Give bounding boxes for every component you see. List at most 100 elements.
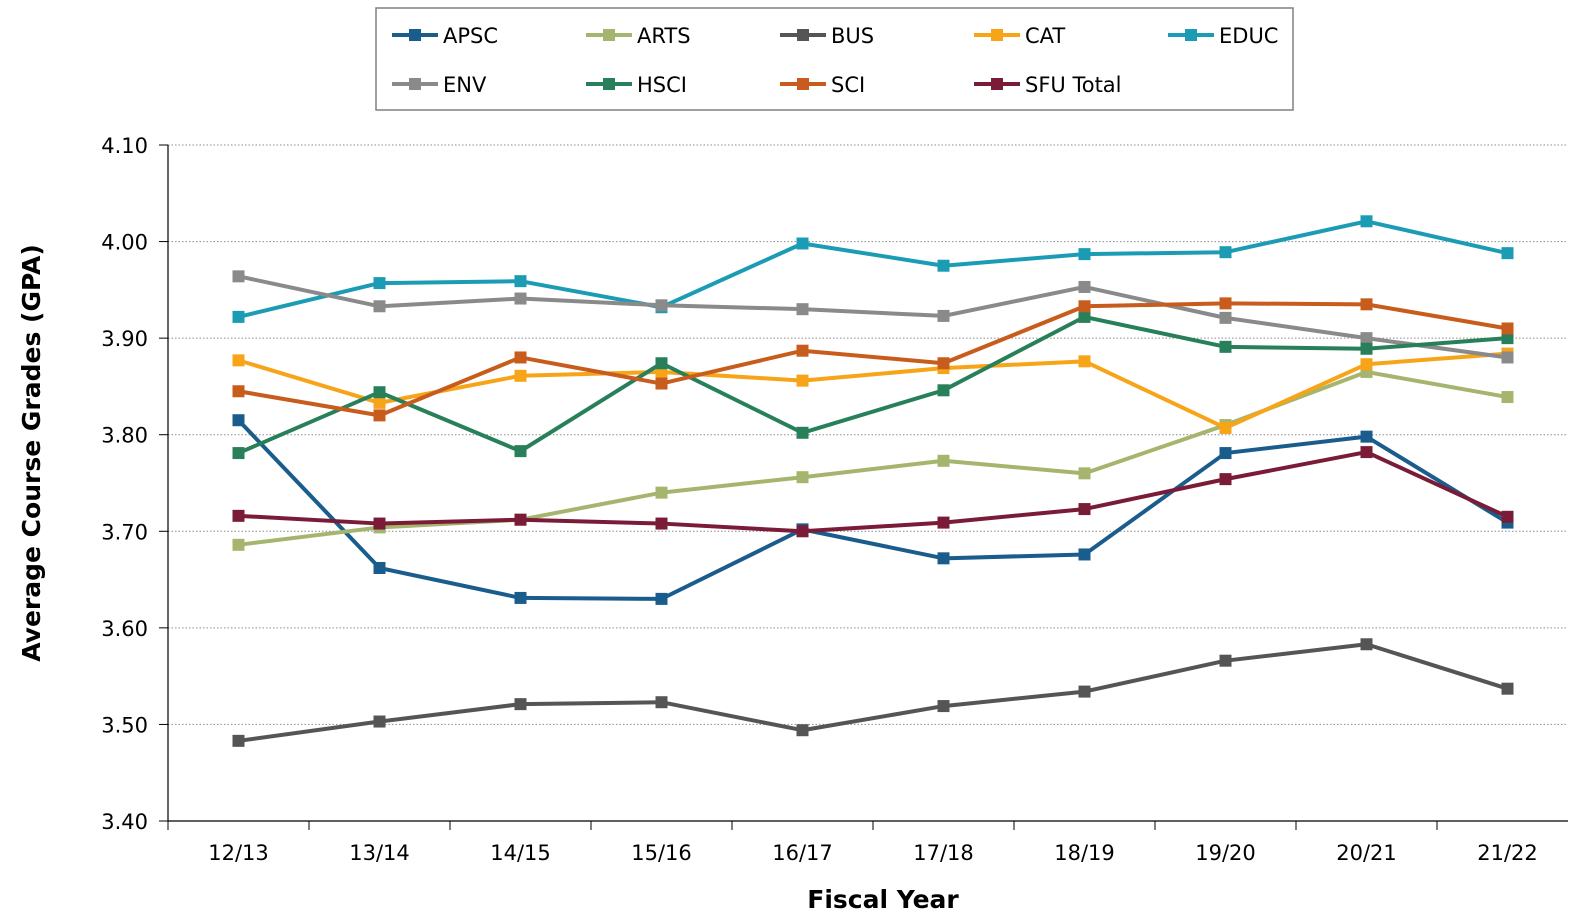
series-line bbox=[238, 219, 1508, 319]
data-point bbox=[514, 698, 527, 711]
data-point bbox=[1360, 446, 1373, 459]
y-tick-label: 4.00 bbox=[101, 231, 148, 255]
data-point bbox=[937, 259, 950, 272]
data-point bbox=[655, 357, 668, 370]
data-point bbox=[796, 344, 809, 357]
legend-item-bus: BUS bbox=[780, 24, 874, 48]
legend-label: SFU Total bbox=[1025, 73, 1122, 97]
legend-swatch-marker bbox=[603, 29, 615, 41]
legend-item-sfu-total: SFU Total bbox=[974, 73, 1122, 97]
legend-label: EDUC bbox=[1219, 24, 1278, 48]
data-point bbox=[655, 696, 668, 709]
legend-label: BUS bbox=[831, 24, 874, 48]
legend-label: ENV bbox=[443, 73, 487, 97]
data-point bbox=[514, 351, 527, 364]
legend-item-cat: CAT bbox=[974, 24, 1065, 48]
legend-item-arts: ARTS bbox=[586, 24, 691, 48]
series-educ bbox=[232, 215, 1514, 323]
x-tick-label: 20/21 bbox=[1336, 841, 1397, 865]
data-point bbox=[1501, 332, 1514, 345]
data-point bbox=[373, 300, 386, 313]
data-point bbox=[1078, 685, 1091, 698]
data-point bbox=[373, 277, 386, 290]
legend-swatch-marker bbox=[409, 78, 421, 90]
data-point bbox=[655, 377, 668, 390]
data-point bbox=[937, 700, 950, 713]
legend-label: APSC bbox=[443, 24, 498, 48]
data-point bbox=[373, 561, 386, 574]
legend-swatch-marker bbox=[797, 78, 809, 90]
data-point bbox=[1078, 310, 1091, 323]
data-point bbox=[1501, 682, 1514, 695]
legend-label: ARTS bbox=[637, 24, 691, 48]
y-tick-label: 3.70 bbox=[101, 520, 148, 544]
y-tick-labels: 3.40 3.50 3.60 3.70 3.80 3.90 4.00 4.10 bbox=[101, 134, 148, 834]
data-point bbox=[1219, 340, 1232, 353]
data-point bbox=[514, 445, 527, 458]
data-point bbox=[1219, 473, 1232, 486]
data-point bbox=[1501, 351, 1514, 364]
series-line bbox=[238, 369, 1508, 547]
series-line bbox=[237, 314, 1508, 455]
data-point bbox=[232, 734, 245, 747]
series-sci bbox=[232, 297, 1514, 422]
data-point bbox=[655, 486, 668, 499]
series-bus bbox=[232, 638, 1514, 747]
data-point bbox=[373, 396, 386, 409]
data-point bbox=[1078, 248, 1091, 261]
legend-label: HSCI bbox=[637, 73, 687, 97]
data-point bbox=[796, 471, 809, 484]
x-tick-label: 15/16 bbox=[631, 841, 692, 865]
legend-label: CAT bbox=[1025, 24, 1065, 48]
data-point bbox=[1219, 297, 1232, 310]
x-tick-label: 19/20 bbox=[1195, 841, 1256, 865]
data-point bbox=[232, 354, 245, 367]
series-env bbox=[232, 270, 1514, 364]
data-point bbox=[232, 447, 245, 460]
legend-item-sci: SCI bbox=[780, 73, 865, 97]
x-tick-label: 14/15 bbox=[490, 841, 551, 865]
legend-label: SCI bbox=[831, 73, 865, 97]
data-point bbox=[1078, 300, 1091, 313]
series-line bbox=[237, 351, 1508, 430]
legend-swatch-marker bbox=[797, 29, 809, 41]
y-tick-label: 3.90 bbox=[101, 327, 148, 351]
data-point bbox=[937, 516, 950, 529]
data-point bbox=[1219, 447, 1232, 460]
data-point bbox=[373, 386, 386, 399]
data-point bbox=[796, 237, 809, 250]
gridlines bbox=[168, 144, 1568, 725]
data-point bbox=[1219, 246, 1232, 259]
series-line bbox=[238, 274, 1508, 360]
data-point bbox=[1360, 215, 1373, 228]
x-tick-label: 17/18 bbox=[913, 841, 974, 865]
x-tick-label: 16/17 bbox=[772, 841, 833, 865]
data-point bbox=[937, 454, 950, 467]
legend-swatch-marker bbox=[603, 78, 615, 90]
legend-swatch-marker bbox=[991, 78, 1003, 90]
data-point bbox=[1360, 358, 1373, 371]
data-point bbox=[1501, 510, 1514, 523]
data-point bbox=[232, 270, 245, 283]
series-cat bbox=[232, 347, 1514, 434]
y-tick-label: 4.10 bbox=[101, 134, 148, 158]
legend-swatch-marker bbox=[409, 29, 421, 41]
data-point bbox=[796, 303, 809, 316]
data-point bbox=[514, 591, 527, 604]
data-point bbox=[232, 414, 245, 427]
y-tick-label: 3.50 bbox=[101, 713, 148, 737]
data-point bbox=[937, 309, 950, 322]
data-point bbox=[655, 517, 668, 530]
data-point bbox=[1501, 247, 1514, 260]
series-line bbox=[238, 301, 1508, 418]
y-tick-label: 3.40 bbox=[101, 810, 148, 834]
data-point bbox=[373, 409, 386, 422]
data-point bbox=[373, 517, 386, 530]
data-point bbox=[232, 385, 245, 398]
series-apsc bbox=[232, 414, 1514, 605]
data-point bbox=[373, 715, 386, 728]
data-point bbox=[1219, 311, 1232, 324]
data-point bbox=[1501, 391, 1514, 404]
series-line bbox=[237, 418, 1509, 601]
data-point bbox=[1078, 467, 1091, 480]
